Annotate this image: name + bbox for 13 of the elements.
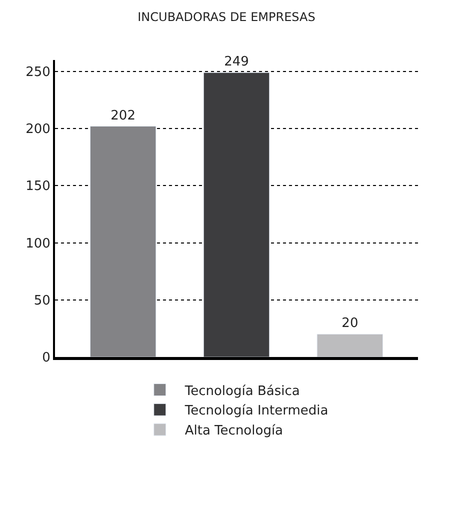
legend-label: Tecnología Intermedia [184,404,328,419]
data-label: 20 [342,316,358,332]
y-tick-label: 150 [26,179,50,194]
chart-title: INCUBADORAS DE EMPRESAS [138,10,316,24]
y-tick-label: 250 [26,64,50,80]
y-tick-label: 100 [26,236,50,252]
data-label: 249 [224,54,249,70]
data-label: 202 [110,108,136,124]
y-tick-label: 50 [34,293,50,308]
y-tick-label: 0 [42,350,50,366]
legend-label: Tecnología Básica [184,384,300,399]
legend-label: Alta Tecnología [184,424,284,439]
y-tick-label: 200 [26,122,50,138]
